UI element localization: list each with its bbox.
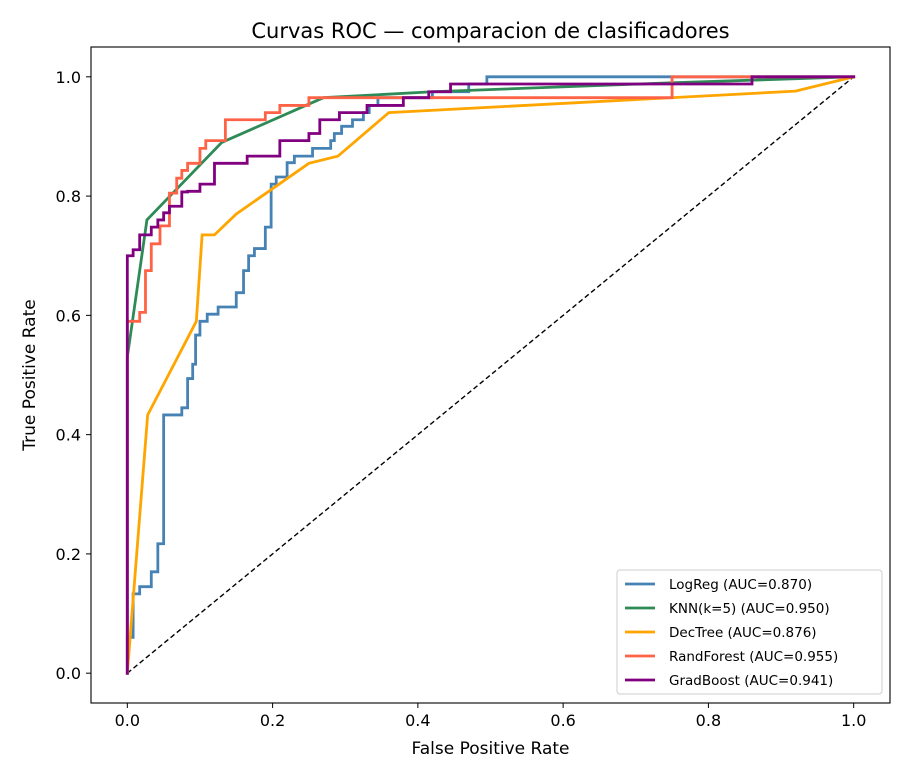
y-tick-label: 1.0 — [56, 68, 81, 87]
diagonal-reference-line — [126, 76, 855, 674]
x-axis-ticks: 0.0 0.2 0.4 0.6 0.8 1.0 — [115, 703, 866, 730]
legend-label-4: GradBoost (AUC=0.941) — [669, 673, 833, 689]
series-line-2 — [125, 75, 856, 675]
x-tick-label: 0.8 — [696, 711, 721, 730]
legend-label-3: RandForest (AUC=0.955) — [669, 649, 838, 665]
series-line-3 — [125, 75, 856, 675]
y-tick-label: 0.0 — [56, 664, 81, 683]
y-tick-label: 0.6 — [56, 306, 81, 325]
x-tick-label: 0.0 — [115, 711, 140, 730]
legend-label-1: KNN(k=5) (AUC=0.950) — [669, 601, 830, 617]
diagonal-reference-layer — [126, 76, 855, 674]
x-tick-label: 0.4 — [405, 711, 430, 730]
x-tick-label: 1.0 — [841, 711, 866, 730]
series-layer — [125, 75, 856, 675]
legend-label-2: DecTree (AUC=0.876) — [669, 625, 817, 641]
y-tick-label: 0.8 — [56, 187, 81, 206]
y-tick-label: 0.4 — [56, 426, 81, 445]
legend-label-0: LogReg (AUC=0.870) — [669, 577, 812, 593]
x-axis-label: False Positive Rate — [412, 739, 570, 759]
y-axis-label: True Positive Rate — [20, 299, 40, 451]
legend: LogReg (AUC=0.870) KNN(k=5) (AUC=0.950) De… — [616, 569, 883, 695]
plot-frame — [90, 46, 891, 704]
x-tick-label: 0.2 — [260, 711, 285, 730]
series-line-0 — [125, 75, 856, 675]
y-tick-label: 0.2 — [56, 545, 81, 564]
y-axis-ticks: 0.0 0.2 0.4 0.6 0.8 1.0 — [56, 68, 91, 683]
legend-box — [616, 569, 883, 695]
x-tick-label: 0.6 — [550, 711, 575, 730]
series-line-4 — [125, 75, 856, 675]
chart-title: Curvas ROC — comparacion de clasificador… — [251, 19, 729, 43]
